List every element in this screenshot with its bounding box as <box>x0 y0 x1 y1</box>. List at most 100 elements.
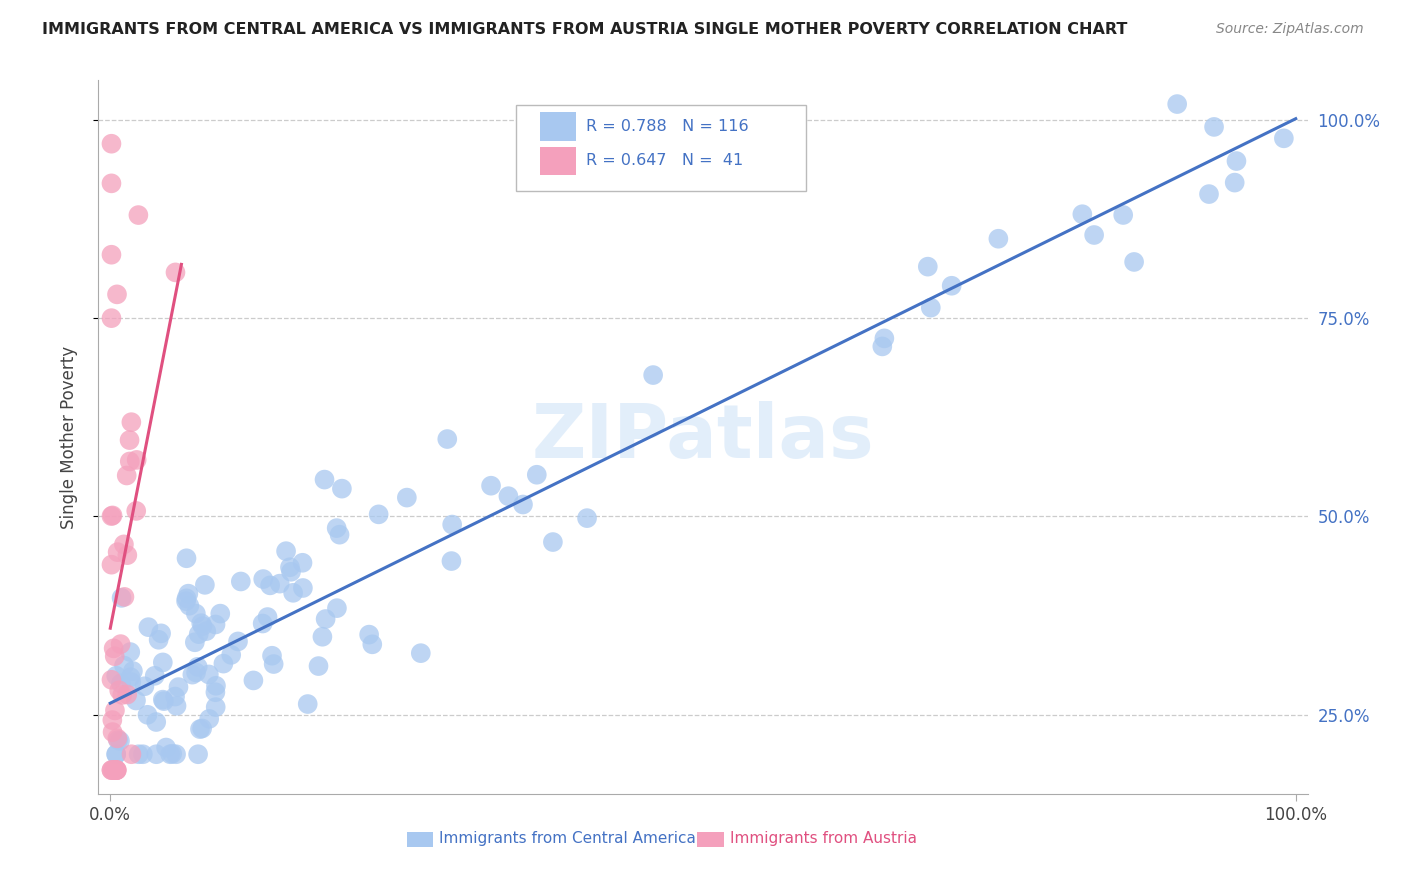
Point <box>260 648 283 663</box>
Text: Immigrants from Austria: Immigrants from Austria <box>730 831 917 847</box>
Point <box>120 645 142 659</box>
Point <box>145 714 167 729</box>
Point <box>1198 187 1220 202</box>
Point <box>105 669 128 683</box>
Point <box>367 508 389 522</box>
Point <box>291 556 314 570</box>
Point <box>103 763 125 777</box>
Point <box>263 657 285 671</box>
Text: IMMIGRANTS FROM CENTRAL AMERICA VS IMMIGRANTS FROM AUSTRIA SINGLE MOTHER POVERTY: IMMIGRANTS FROM CENTRAL AMERICA VS IMMIG… <box>42 22 1128 37</box>
Point <box>108 683 131 698</box>
Point <box>242 673 264 688</box>
Point <box>1166 97 1188 112</box>
Point <box>873 331 896 345</box>
Point <box>112 537 135 551</box>
Point <box>105 763 128 777</box>
Point <box>120 675 142 690</box>
Point <box>1083 227 1105 242</box>
Point <box>291 581 314 595</box>
Point <box>110 676 132 690</box>
Point <box>125 453 148 467</box>
Point <box>100 509 122 524</box>
Point <box>359 627 381 641</box>
Point <box>1272 131 1295 145</box>
Point <box>987 232 1010 246</box>
Point <box>148 632 170 647</box>
Point <box>204 685 226 699</box>
Point <box>252 616 274 631</box>
Text: R = 0.647   N =  41: R = 0.647 N = 41 <box>586 153 742 169</box>
Point <box>105 763 128 777</box>
Point <box>118 454 141 468</box>
Point <box>100 673 122 687</box>
Bar <box>697 831 724 847</box>
Point <box>395 491 418 505</box>
Point <box>187 627 209 641</box>
Point <box>184 607 207 621</box>
Point <box>176 591 198 606</box>
Point <box>1202 120 1225 134</box>
Text: R = 0.788   N = 116: R = 0.788 N = 116 <box>586 120 748 134</box>
Point <box>166 698 188 713</box>
Bar <box>540 112 576 141</box>
Point <box>138 620 160 634</box>
Point <box>195 624 218 639</box>
Point <box>315 612 337 626</box>
Point <box>104 649 127 664</box>
Point <box>100 177 122 191</box>
Point <box>134 679 156 693</box>
Point <box>105 287 128 301</box>
Point <box>274 544 297 558</box>
Point <box>191 619 214 633</box>
Point <box>280 565 302 579</box>
Point <box>436 432 458 446</box>
Point <box>101 763 124 777</box>
Point <box>117 548 139 562</box>
Point <box>198 712 221 726</box>
Text: Source: ZipAtlas.com: Source: ZipAtlas.com <box>1216 22 1364 37</box>
Point <box>120 415 142 429</box>
Point <box>643 368 665 382</box>
Point <box>917 260 939 274</box>
Point <box>205 679 228 693</box>
Point <box>101 713 124 727</box>
FancyBboxPatch shape <box>516 105 806 191</box>
Point <box>110 637 132 651</box>
Point <box>152 692 174 706</box>
Point <box>105 731 128 746</box>
Point <box>308 659 330 673</box>
Point <box>167 680 190 694</box>
Point <box>1112 208 1135 222</box>
Point <box>115 688 138 702</box>
Point <box>1223 176 1246 190</box>
Point <box>155 740 177 755</box>
Point <box>125 504 148 518</box>
Bar <box>540 146 576 175</box>
Point <box>101 725 124 739</box>
Point <box>1123 255 1146 269</box>
Point <box>1225 154 1247 169</box>
Point <box>229 574 252 589</box>
Point <box>184 665 207 680</box>
Point <box>132 747 155 762</box>
Point <box>104 763 127 777</box>
Point <box>121 747 143 762</box>
Point <box>187 660 209 674</box>
Point <box>176 551 198 566</box>
Point <box>107 733 129 747</box>
Point <box>104 703 127 717</box>
Point <box>105 763 128 777</box>
Point <box>1071 207 1094 221</box>
Point <box>107 545 129 559</box>
Point <box>136 707 159 722</box>
Point <box>150 626 173 640</box>
Point <box>179 599 201 613</box>
Point <box>187 747 209 762</box>
Point <box>209 607 232 621</box>
Point <box>165 690 187 704</box>
Point <box>188 722 211 736</box>
Point <box>115 468 138 483</box>
Point <box>361 637 384 651</box>
Point <box>153 694 176 708</box>
Bar <box>406 831 433 847</box>
